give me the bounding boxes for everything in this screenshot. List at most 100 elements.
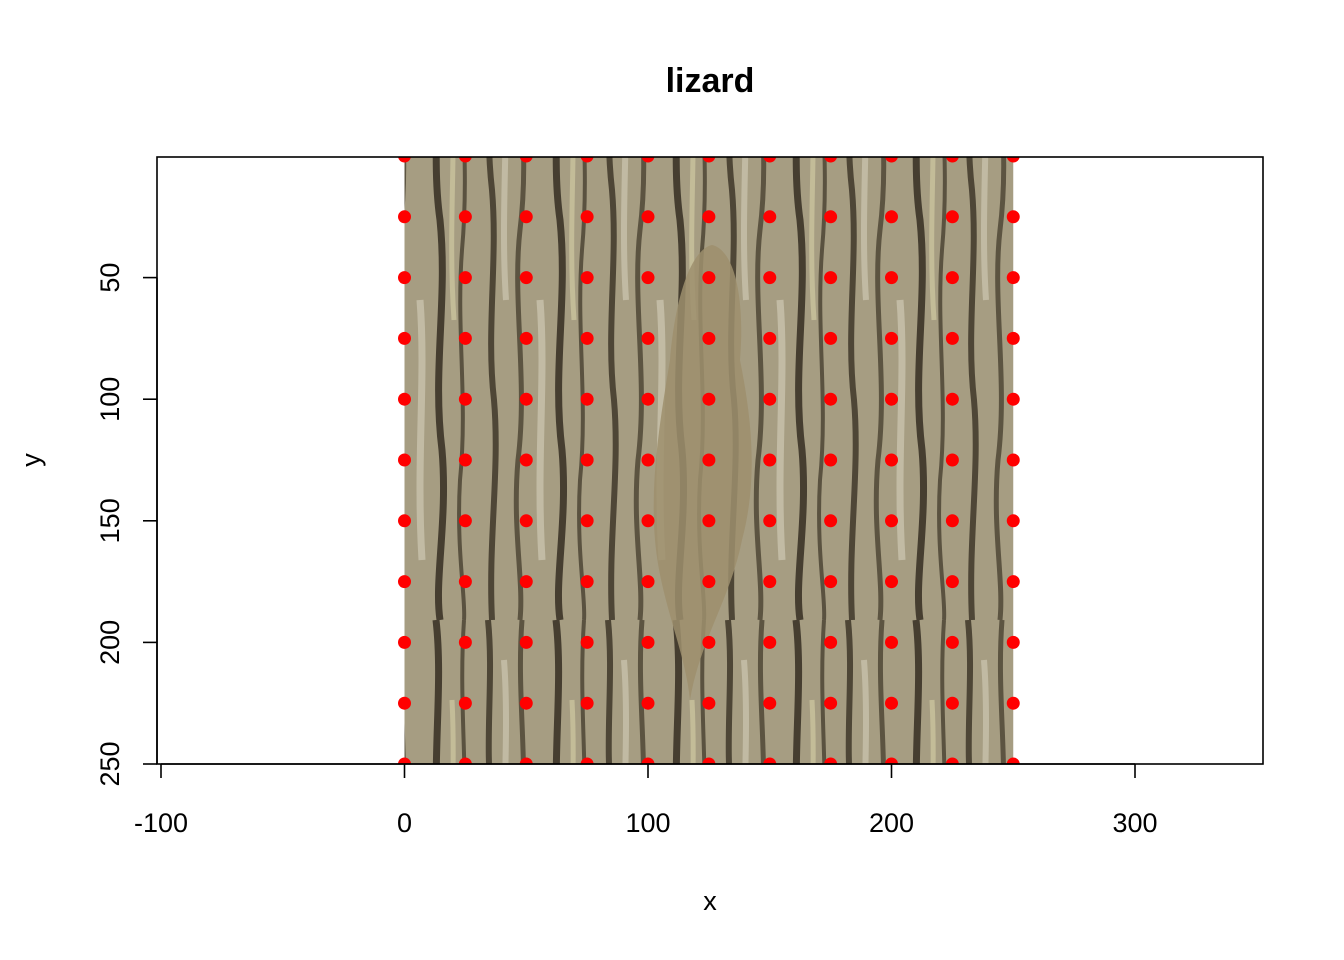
data-point	[398, 575, 411, 589]
data-point	[885, 696, 898, 710]
x-tick-label: 100	[625, 808, 670, 838]
data-point	[1006, 453, 1020, 467]
data-point	[763, 392, 777, 406]
y-axis-label: y	[16, 453, 46, 467]
data-point	[458, 210, 472, 224]
data-point	[885, 514, 898, 528]
data-point	[458, 575, 472, 589]
bark-image	[404, 157, 1014, 764]
data-point	[945, 575, 959, 589]
data-point	[519, 453, 533, 467]
data-point	[641, 453, 655, 467]
data-point	[1006, 157, 1020, 163]
data-point	[458, 514, 472, 528]
data-point	[519, 757, 533, 764]
data-point	[398, 271, 411, 285]
x-tick-label: 0	[397, 808, 412, 838]
data-point	[702, 514, 716, 528]
data-point	[458, 635, 472, 649]
data-point	[824, 331, 838, 345]
data-point	[580, 453, 594, 467]
data-point	[580, 575, 594, 589]
data-point	[580, 210, 594, 224]
data-point	[763, 757, 777, 764]
data-point	[945, 696, 959, 710]
data-point	[458, 757, 472, 764]
data-point	[458, 696, 472, 710]
x-tick-label: 300	[1112, 808, 1157, 838]
data-point	[702, 696, 716, 710]
data-point	[641, 210, 655, 224]
data-point	[885, 331, 898, 345]
data-point	[398, 157, 411, 163]
data-point	[398, 453, 411, 467]
data-point	[1006, 696, 1020, 710]
data-point	[398, 331, 411, 345]
data-point	[945, 331, 959, 345]
data-point	[702, 210, 716, 224]
data-point	[824, 453, 838, 467]
data-point	[824, 210, 838, 224]
data-point	[885, 271, 898, 285]
data-point	[580, 331, 594, 345]
data-point	[945, 210, 959, 224]
data-point	[580, 514, 594, 528]
data-point	[641, 696, 655, 710]
data-point	[945, 635, 959, 649]
data-point	[398, 635, 411, 649]
data-point	[885, 453, 898, 467]
data-point	[519, 271, 533, 285]
data-point	[580, 696, 594, 710]
x-tick-label: 200	[869, 808, 914, 838]
data-point	[641, 575, 655, 589]
data-point	[1006, 635, 1020, 649]
data-point	[702, 757, 716, 764]
data-point	[580, 635, 594, 649]
lizard-shape	[653, 245, 752, 700]
data-point	[580, 757, 594, 764]
y-tick-label: 100	[95, 377, 125, 422]
data-point	[1006, 392, 1020, 406]
data-point	[763, 157, 777, 163]
data-point	[945, 157, 959, 163]
data-point	[945, 757, 959, 764]
data-point	[945, 271, 959, 285]
data-point	[824, 757, 838, 764]
data-point	[763, 514, 777, 528]
data-point	[885, 575, 898, 589]
data-point	[945, 514, 959, 528]
data-point	[702, 392, 716, 406]
data-point	[885, 635, 898, 649]
data-point	[885, 757, 898, 764]
data-point	[1006, 210, 1020, 224]
data-point	[763, 575, 777, 589]
y-tick-label: 50	[95, 263, 125, 293]
x-axis: -100 0 100 200 300	[134, 763, 1158, 838]
data-point	[398, 210, 411, 224]
data-point	[519, 331, 533, 345]
data-point	[398, 757, 411, 764]
data-point	[1006, 575, 1020, 589]
data-point	[398, 696, 411, 710]
data-point	[702, 271, 716, 285]
data-point	[702, 635, 716, 649]
x-tick-label: -100	[134, 808, 188, 838]
data-point	[824, 157, 838, 163]
data-point	[763, 696, 777, 710]
data-point	[1006, 271, 1020, 285]
data-point	[398, 392, 411, 406]
data-point	[945, 392, 959, 406]
y-tick-label: 200	[95, 620, 125, 665]
data-point	[519, 392, 533, 406]
data-point	[641, 271, 655, 285]
data-point	[519, 514, 533, 528]
y-tick-label: 150	[95, 498, 125, 543]
data-point	[519, 210, 533, 224]
data-point	[1006, 514, 1020, 528]
data-point	[885, 210, 898, 224]
data-point	[580, 392, 594, 406]
data-point	[763, 453, 777, 467]
chart-title: lizard	[666, 62, 755, 100]
data-point	[824, 635, 838, 649]
